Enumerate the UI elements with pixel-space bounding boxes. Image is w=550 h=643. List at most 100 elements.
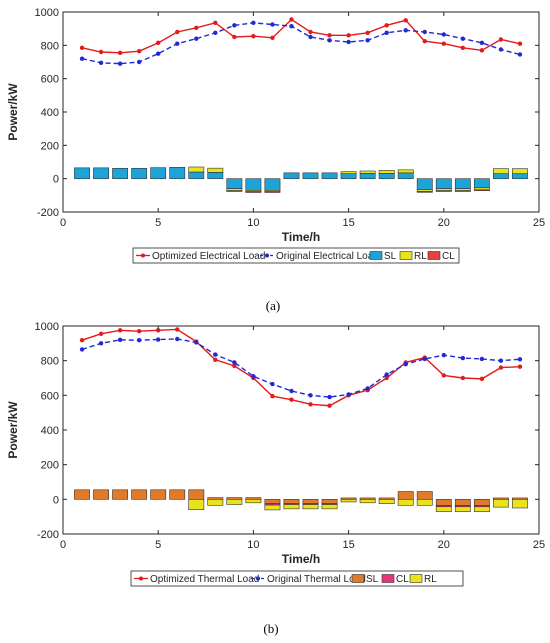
- bar-rl: [207, 167, 224, 173]
- bar-rl: [493, 499, 509, 508]
- x-axis-label: Time/h: [282, 230, 320, 244]
- bar-rl: [340, 499, 357, 503]
- bar-sl: [435, 178, 452, 189]
- bar-rl: [226, 188, 243, 191]
- bar-sl: [74, 167, 90, 179]
- data-point-1: [136, 338, 142, 343]
- bar-rl: [359, 170, 376, 174]
- data-point-1: [308, 34, 313, 40]
- bar-sl: [416, 178, 433, 190]
- data-point-1: [517, 357, 523, 362]
- x-tick-label: 25: [533, 217, 545, 229]
- bar-sl: [416, 491, 433, 500]
- data-point-1: [384, 372, 389, 377]
- data-point-1: [175, 336, 180, 342]
- data-point-1: [251, 374, 256, 379]
- x-axis-label: Time/h: [282, 552, 320, 566]
- data-point-0: [479, 376, 485, 382]
- bar-sl: [340, 173, 357, 179]
- bar-sl: [188, 489, 205, 500]
- bar-rl: [188, 166, 205, 173]
- data-point-1: [289, 23, 294, 29]
- bar-rl: [397, 169, 414, 174]
- data-point-1: [327, 394, 332, 400]
- data-point-0: [479, 48, 485, 53]
- bar-rl: [512, 499, 528, 509]
- data-point-0: [79, 45, 85, 51]
- bar-sl: [321, 172, 338, 179]
- data-point-0: [403, 18, 408, 23]
- x-tick-label: 0: [60, 217, 66, 229]
- data-point-0: [460, 375, 466, 381]
- legend-bar-swatch: [351, 574, 365, 583]
- bar-cl: [264, 191, 281, 193]
- legend-label: CL: [442, 251, 455, 262]
- data-point-0: [384, 375, 389, 381]
- bar-rl: [454, 506, 471, 512]
- x-tick-label: 25: [533, 539, 545, 551]
- series-line-1: [81, 22, 521, 65]
- data-point-0: [365, 30, 370, 36]
- bar-rl: [416, 499, 433, 506]
- legend-label: Original Electrical Load: [276, 251, 379, 262]
- data-point-1: [270, 381, 275, 387]
- series-line-0: [81, 328, 520, 407]
- y-tick-label: 400: [41, 425, 59, 437]
- bar-rl: [283, 504, 300, 510]
- x-tick-label: 20: [438, 217, 450, 229]
- bar-sl: [112, 168, 129, 179]
- data-point-1: [460, 36, 466, 41]
- bar-sl: [302, 172, 319, 179]
- data-point-1: [194, 36, 199, 41]
- bar-cl: [416, 191, 433, 193]
- bar-sl: [378, 173, 395, 179]
- bar-rl: [321, 504, 338, 510]
- data-point-0: [232, 363, 237, 369]
- bar-rl: [378, 499, 395, 504]
- legend-marker: [139, 576, 143, 581]
- legend-label: SL: [384, 251, 397, 262]
- bar-sl: [359, 173, 376, 179]
- data-point-1: [270, 22, 275, 27]
- y-tick-label: -200: [37, 207, 59, 219]
- data-point-1: [79, 347, 85, 352]
- data-point-0: [194, 25, 199, 31]
- bar-sl: [74, 489, 90, 500]
- bar-rl: [302, 504, 319, 510]
- bar-cl: [245, 191, 262, 193]
- data-point-0: [384, 23, 389, 28]
- legend-bar-swatch: [427, 251, 441, 260]
- y-tick-label: 600: [41, 390, 59, 402]
- bar-sl: [283, 499, 300, 504]
- x-tick-label: 20: [438, 539, 450, 551]
- bar-sl: [435, 499, 452, 506]
- bar-rl: [435, 506, 452, 512]
- data-point-0: [270, 394, 275, 399]
- data-point-1: [479, 356, 485, 362]
- legend-bar-swatch: [399, 251, 413, 260]
- series-line-0: [81, 18, 521, 54]
- data-point-1: [479, 40, 485, 46]
- bar-sl: [321, 499, 338, 504]
- y-tick-label: 800: [41, 40, 59, 52]
- data-point-0: [327, 403, 332, 408]
- data-point-1: [136, 59, 142, 65]
- bar-rl: [473, 506, 490, 512]
- y-axis-label: Power/kW: [6, 401, 20, 459]
- legend-label: Original Thermal Load: [267, 574, 366, 585]
- bar-cl: [435, 190, 452, 192]
- chart-panel-a: 0 5 10 15 20 25-20002004006008001000Time/hPow…: [6, 7, 545, 313]
- bar-sl: [245, 178, 262, 191]
- data-point-1: [232, 360, 237, 365]
- data-point-0: [136, 48, 142, 54]
- data-point-0: [460, 45, 466, 51]
- bar-rl: [188, 499, 205, 511]
- data-point-0: [232, 34, 237, 40]
- x-tick-label: 15: [342, 217, 354, 229]
- data-point-1: [346, 392, 351, 397]
- y-tick-label: 200: [41, 460, 59, 472]
- data-point-0: [98, 331, 104, 336]
- data-point-1: [213, 352, 218, 357]
- data-point-0: [117, 328, 123, 333]
- data-point-0: [327, 33, 332, 38]
